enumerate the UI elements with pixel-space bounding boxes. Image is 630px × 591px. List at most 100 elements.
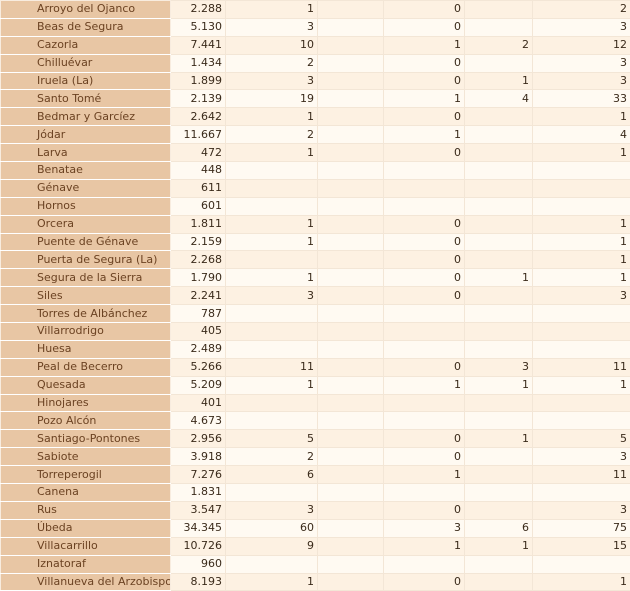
cell-value: 0 [383,447,465,467]
cell-value [317,411,384,431]
cell-value: 1 [532,232,630,252]
table-row: Iruela (La) 1.899 3 0 1 3 [0,71,630,91]
cell-value: 0 [383,250,465,270]
table-row: Iznatoraf 960 [0,554,630,574]
cell-value [317,518,384,538]
cell-value [317,178,384,198]
cell-value [464,411,533,431]
cell-value: 472 [170,143,226,163]
cell-value [225,304,318,324]
municipality-name: Santiago-Pontones [0,429,171,449]
cell-value [464,286,533,306]
table-row: Hinojares 401 [0,393,630,413]
cell-value: 0 [383,71,465,91]
cell-value [464,232,533,252]
cell-value [464,304,533,324]
cell-value [225,161,318,180]
cell-value [532,554,630,574]
cell-value: 960 [170,554,226,574]
municipality-name: Génave [0,178,171,198]
cell-value: 4 [532,125,630,145]
cell-value: 2.642 [170,107,226,127]
cell-value [464,53,533,73]
cell-value: 3 [532,447,630,467]
cell-value: 3.547 [170,500,226,520]
cell-value: 1 [464,536,533,556]
cell-value: 2.268 [170,250,226,270]
cell-value [317,89,384,109]
cell-value: 0 [383,500,465,520]
table-row: Santiago-Pontones 2.956 5 0 1 5 [0,429,630,449]
cell-value: 3 [225,71,318,91]
table-row: Puerta de Segura (La) 2.268 0 1 [0,250,630,270]
cell-value: 4 [464,89,533,109]
cell-value [225,178,318,198]
table-row: Sabiote 3.918 2 0 3 [0,447,630,467]
cell-value [317,357,384,377]
cell-value: 2 [464,35,533,55]
cell-value: 1.790 [170,268,226,288]
municipality-name: Villanueva del Arzobispo [0,572,171,591]
municipality-name: Puente de Génave [0,232,171,252]
cell-value [383,554,465,574]
cell-value: 0 [383,214,465,234]
table-row: Villanueva del Arzobispo 8.193 1 0 1 [0,572,630,591]
cell-value [464,125,533,145]
cell-value [464,322,533,341]
municipality-name: Villacarrillo [0,536,171,556]
table-row: Rus 3.547 3 0 3 [0,500,630,520]
table-row: Jódar 11.667 2 1 4 [0,125,630,145]
cell-value [317,286,384,306]
cell-value: 3 [532,500,630,520]
municipality-name: Villarrodrigo [0,322,171,341]
cell-value [464,17,533,37]
table-row: Arroyo del Ojanco 2.288 1 0 2 [0,0,630,19]
cell-value [317,483,384,502]
cell-value: 0 [383,107,465,127]
cell-value: 3 [532,71,630,91]
cell-value [532,411,630,431]
cell-value [464,447,533,467]
cell-value [225,554,318,574]
cell-value: 2.489 [170,339,226,359]
cell-value: 3 [532,53,630,73]
cell-value: 60 [225,518,318,538]
cell-value: 10.726 [170,536,226,556]
cell-value [464,250,533,270]
table-row: Torreperogil 7.276 6 1 11 [0,465,630,485]
cell-value: 1 [383,125,465,145]
cell-value: 7.441 [170,35,226,55]
table-row: Canena 1.831 [0,483,630,502]
cell-value [464,500,533,520]
cell-value [225,483,318,502]
cell-value [464,393,533,413]
cell-value: 0 [383,286,465,306]
cell-value: 1 [464,429,533,449]
cell-value [532,483,630,502]
cell-value: 1 [383,89,465,109]
cell-value: 3 [225,17,318,37]
table-row: Villarrodrigo 405 [0,322,630,341]
cell-value: 1 [383,375,465,395]
municipality-name: Torres de Albánchez [0,304,171,324]
table-row: Peal de Becerro 5.266 11 0 3 11 [0,357,630,377]
cell-value: 3 [383,518,465,538]
cell-value: 34.345 [170,518,226,538]
table-row: Bedmar y Garcíez 2.642 1 0 1 [0,107,630,127]
municipality-name: Pozo Alcón [0,411,171,431]
cell-value [317,554,384,574]
cell-value [317,339,384,359]
table-row: Úbeda 34.345 60 3 6 75 [0,518,630,538]
municipality-name: Canena [0,483,171,502]
cell-value: 787 [170,304,226,324]
cell-value: 1 [225,375,318,395]
table-row: Pozo Alcón 4.673 [0,411,630,431]
cell-value: 1 [225,0,318,19]
table-row: Santo Tomé 2.139 19 1 4 33 [0,89,630,109]
cell-value [464,107,533,127]
cell-value: 1.434 [170,53,226,73]
cell-value: 4.673 [170,411,226,431]
cell-value: 33 [532,89,630,109]
cell-value: 1 [532,250,630,270]
cell-value [317,375,384,395]
